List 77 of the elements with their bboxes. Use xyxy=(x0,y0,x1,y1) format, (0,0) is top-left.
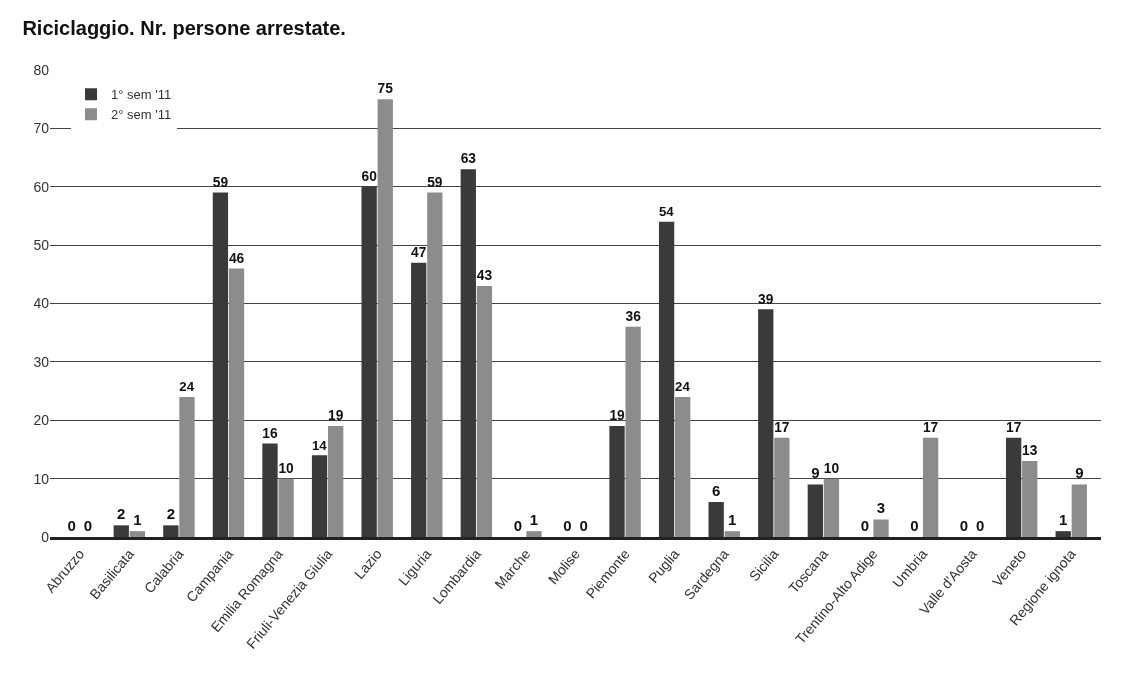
legend-label: 1° sem '11 xyxy=(111,87,172,103)
data-label: 59 xyxy=(427,174,443,190)
data-label: 19 xyxy=(609,408,626,424)
chart-title: Riciclaggio. Nr. persone arrestate. xyxy=(22,16,346,39)
data-label: 0 xyxy=(67,517,76,534)
data-label: 0 xyxy=(910,517,919,534)
bar xyxy=(774,437,790,537)
bar xyxy=(129,531,146,537)
y-tick-label: 50 xyxy=(33,237,50,254)
data-label: 54 xyxy=(658,204,675,220)
y-tick-label: 0 xyxy=(41,528,50,545)
y-tick-label: 10 xyxy=(33,470,50,487)
bar xyxy=(708,501,724,537)
y-tick-label: 20 xyxy=(33,412,50,429)
bar xyxy=(1071,484,1087,537)
data-label: 36 xyxy=(625,309,642,325)
data-label: 59 xyxy=(212,174,229,190)
data-label: 0 xyxy=(579,517,588,534)
data-label: 43 xyxy=(476,268,493,284)
data-label: 17 xyxy=(922,420,939,436)
bar xyxy=(278,478,294,537)
bar xyxy=(922,437,939,537)
y-tick-label: 30 xyxy=(33,353,50,370)
data-label: 9 xyxy=(1075,464,1084,482)
y-tick-label: 40 xyxy=(33,295,50,312)
bar xyxy=(526,531,542,537)
data-label: 19 xyxy=(328,408,344,424)
bar xyxy=(823,478,840,537)
bar xyxy=(1022,461,1038,537)
data-label: 0 xyxy=(83,517,92,534)
data-label: 13 xyxy=(1022,443,1038,459)
data-label: 16 xyxy=(262,425,278,441)
data-label: 10 xyxy=(278,460,295,476)
bar xyxy=(675,396,691,537)
data-label: 1 xyxy=(529,511,539,529)
bar xyxy=(163,525,179,537)
data-label: 1 xyxy=(728,511,737,529)
data-label: 1 xyxy=(1059,511,1068,529)
data-label: 6 xyxy=(712,481,721,499)
data-label: 0 xyxy=(860,517,870,534)
bar xyxy=(476,285,493,537)
data-label: 46 xyxy=(228,250,245,266)
data-label: 3 xyxy=(876,499,886,517)
data-label: 47 xyxy=(411,244,427,260)
data-label: 0 xyxy=(563,517,572,534)
data-label: 60 xyxy=(361,169,378,184)
data-label: 0 xyxy=(513,517,523,534)
bar xyxy=(625,326,641,537)
data-label: 1 xyxy=(133,511,142,529)
bar xyxy=(113,525,129,537)
data-label: 10 xyxy=(823,460,840,476)
bar xyxy=(377,99,393,537)
bar xyxy=(1055,531,1071,537)
data-label: 14 xyxy=(311,437,328,453)
data-label: 0 xyxy=(959,517,969,534)
data-label: 39 xyxy=(758,291,774,307)
data-label: 75 xyxy=(377,81,394,97)
data-label: 24 xyxy=(179,379,195,395)
y-tick-label: 60 xyxy=(33,178,50,195)
data-label: 0 xyxy=(975,517,985,534)
y-tick-label: 70 xyxy=(33,120,50,137)
bar xyxy=(427,192,443,537)
bar xyxy=(328,426,344,537)
bar xyxy=(724,531,740,537)
data-label: 17 xyxy=(774,420,790,436)
y-tick-label: 80 xyxy=(33,61,50,78)
data-label: 63 xyxy=(460,151,477,167)
data-label: 2 xyxy=(166,505,176,523)
bar xyxy=(228,268,245,537)
data-label: 24 xyxy=(675,379,691,395)
data-label: 9 xyxy=(811,464,820,482)
bar xyxy=(179,396,195,537)
data-label: 2 xyxy=(117,505,126,523)
bar xyxy=(807,484,823,537)
data-label: 17 xyxy=(1005,420,1022,436)
legend-label: 2° sem '11 xyxy=(111,107,172,123)
bar xyxy=(873,519,889,537)
